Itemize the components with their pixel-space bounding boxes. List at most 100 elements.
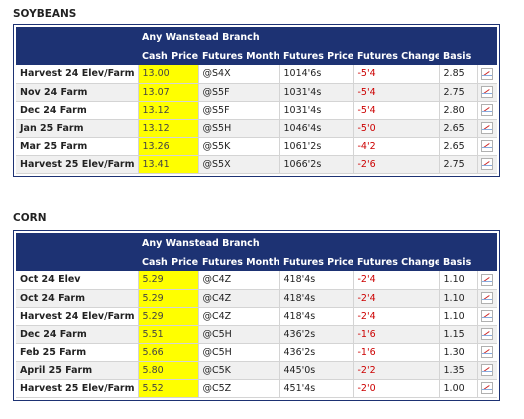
- col-header-futures-change: Futures Change: [353, 47, 439, 65]
- branch-header: Any Wanstead Branch: [138, 233, 497, 253]
- basis-cell: 1.00: [439, 379, 478, 398]
- chart-icon[interactable]: [481, 346, 494, 358]
- location-cell: Oct 24 Elev: [16, 271, 139, 290]
- header-blank: [16, 47, 138, 65]
- futures-month-cell: @C4Z: [198, 271, 280, 290]
- location-cell: Dec 24 Farm: [16, 325, 139, 344]
- futures-month-cell: @S5F: [198, 83, 280, 102]
- header-blank: [477, 253, 497, 271]
- chart-icon[interactable]: [481, 292, 494, 304]
- futures-month-cell: @S5X: [198, 155, 280, 174]
- chart-icon[interactable]: [481, 273, 494, 286]
- futures-change-cell: -2'0: [353, 379, 440, 398]
- futures-change-cell: -1'6: [353, 325, 440, 344]
- col-header-futures-change: Futures Change: [353, 253, 439, 271]
- table-row: Dec 24 Farm 13.12 @S5F 1031'4s -5'4 2.80: [16, 101, 497, 120]
- futures-change-cell: -5'0: [353, 119, 440, 138]
- futures-price-cell: 1046'4s: [279, 119, 354, 138]
- basis-cell: 2.85: [439, 65, 478, 84]
- basis-cell: 1.35: [439, 361, 478, 380]
- location-cell: Dec 24 Farm: [16, 101, 139, 120]
- basis-cell: 2.65: [439, 137, 478, 156]
- futures-price-cell: 436'2s: [279, 343, 354, 362]
- futures-price-cell: 418'4s: [279, 307, 354, 326]
- location-cell: Harvest 25 Elev/Farm: [16, 379, 139, 398]
- chart-icon[interactable]: [481, 328, 494, 340]
- cash-price-cell: 13.07: [138, 83, 199, 102]
- futures-month-cell: @C4Z: [198, 307, 280, 326]
- futures-month-cell: @C5H: [198, 325, 280, 344]
- location-cell: Mar 25 Farm: [16, 137, 139, 156]
- futures-month-cell: @C4Z: [198, 289, 280, 308]
- futures-price-cell: 1031'4s: [279, 101, 354, 120]
- cash-price-cell: 13.12: [138, 119, 199, 138]
- futures-price-cell: 1061'2s: [279, 137, 354, 156]
- basis-cell: 2.75: [439, 83, 478, 102]
- futures-month-cell: @C5H: [198, 343, 280, 362]
- futures-change-cell: -5'4: [353, 83, 440, 102]
- cash-price-cell: 5.29: [138, 307, 199, 326]
- futures-price-cell: 1014'6s: [279, 65, 354, 84]
- futures-change-cell: -5'4: [353, 65, 440, 84]
- chart-icon[interactable]: [481, 140, 494, 152]
- futures-price-cell: 451'4s: [279, 379, 354, 398]
- basis-cell: 1.10: [439, 307, 478, 326]
- futures-price-cell: 1031'4s: [279, 83, 354, 102]
- header-blank: [16, 233, 138, 253]
- header-blank: [16, 27, 138, 47]
- basis-cell: 2.80: [439, 101, 478, 120]
- cash-price-cell: 13.00: [138, 65, 199, 84]
- chart-icon[interactable]: [481, 67, 494, 80]
- col-header-futures-price: Futures Price: [279, 253, 353, 271]
- soybeans-table: Any Wanstead Branch Cash Price Futures M…: [13, 24, 500, 177]
- chart-icon[interactable]: [481, 122, 494, 134]
- chart-icon[interactable]: [481, 310, 494, 322]
- cash-price-cell: 13.26: [138, 137, 199, 156]
- table-row: Harvest 24 Elev/Farm 5.29 @C4Z 418'4s -2…: [16, 307, 497, 326]
- branch-header: Any Wanstead Branch: [138, 27, 497, 47]
- location-cell: Harvest 25 Elev/Farm: [16, 155, 139, 174]
- futures-change-cell: -2'6: [353, 155, 440, 174]
- basis-cell: 1.30: [439, 343, 478, 362]
- futures-month-cell: @S5K: [198, 137, 280, 156]
- basis-cell: 1.10: [439, 289, 478, 308]
- futures-price-cell: 445'0s: [279, 361, 354, 380]
- col-header-futures-month: Futures Month: [198, 253, 279, 271]
- col-header-futures-price: Futures Price: [279, 47, 353, 65]
- cash-price-cell: 5.51: [138, 325, 199, 344]
- cash-price-cell: 13.41: [138, 155, 199, 174]
- header-blank: [477, 47, 497, 65]
- table-row: Nov 24 Farm 13.07 @S5F 1031'4s -5'4 2.75: [16, 83, 497, 102]
- location-cell: Feb 25 Farm: [16, 343, 139, 362]
- table-row: Harvest 25 Elev/Farm 13.41 @S5X 1066'2s …: [16, 155, 497, 174]
- basis-cell: 1.15: [439, 325, 478, 344]
- futures-change-cell: -2'4: [353, 289, 440, 308]
- table-row: Dec 24 Farm 5.51 @C5H 436'2s -1'6 1.15: [16, 325, 497, 344]
- chart-icon[interactable]: [481, 104, 494, 116]
- table-row: April 25 Farm 5.80 @C5K 445'0s -2'2 1.35: [16, 361, 497, 380]
- chart-icon[interactable]: [481, 364, 494, 376]
- col-header-cash-price: Cash Price: [138, 47, 198, 65]
- table-row: Oct 24 Farm 5.29 @C4Z 418'4s -2'4 1.10: [16, 289, 497, 308]
- location-cell: Nov 24 Farm: [16, 83, 139, 102]
- futures-change-cell: -4'2: [353, 137, 440, 156]
- chart-icon[interactable]: [481, 158, 494, 170]
- col-header-basis: Basis: [439, 47, 477, 65]
- basis-cell: 2.75: [439, 155, 478, 174]
- chart-icon[interactable]: [481, 86, 494, 98]
- basis-cell: 1.10: [439, 271, 478, 290]
- futures-month-cell: @C5K: [198, 361, 280, 380]
- table-row: Mar 25 Farm 13.26 @S5K 1061'2s -4'2 2.65: [16, 137, 497, 156]
- location-cell: Harvest 24 Elev/Farm: [16, 307, 139, 326]
- chart-icon[interactable]: [481, 382, 494, 394]
- futures-price-cell: 1066'2s: [279, 155, 354, 174]
- futures-month-cell: @C5Z: [198, 379, 280, 398]
- table-row: Harvest 24 Elev/Farm 13.00 @S4X 1014'6s …: [16, 65, 497, 84]
- col-header-cash-price: Cash Price: [138, 253, 198, 271]
- futures-month-cell: @S5F: [198, 101, 280, 120]
- futures-price-cell: 418'4s: [279, 289, 354, 308]
- cash-price-cell: 5.52: [138, 379, 199, 398]
- location-cell: April 25 Farm: [16, 361, 139, 380]
- header-blank: [16, 253, 138, 271]
- soybeans-title: SOYBEANS: [13, 8, 77, 20]
